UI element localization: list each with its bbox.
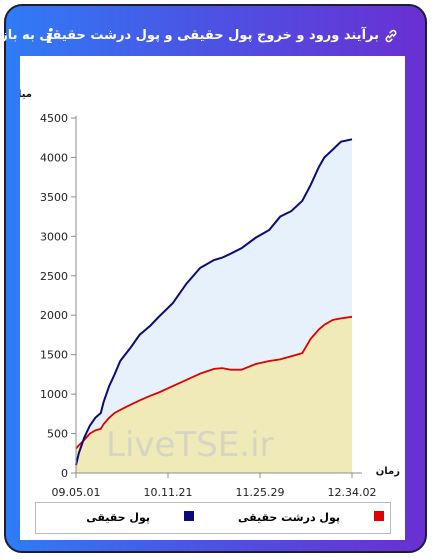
legend-swatch-real-money <box>184 511 194 521</box>
chart-title: برآیند ورود و خروج پول حقیقی و پول درشت … <box>0 28 379 43</box>
y-tick-label: 3000 <box>40 230 68 243</box>
y-tick-label: 1500 <box>40 349 68 362</box>
legend-label-big-real-money: پول درشت حقیقی <box>237 511 340 524</box>
y-tick-label: 500 <box>47 428 68 441</box>
y-tick-label: 2000 <box>40 309 68 322</box>
y-axis-label: میلیارد تومان <box>20 89 32 100</box>
watermark-text: LiveTSE.ir <box>106 425 274 465</box>
link-icon[interactable] <box>383 28 399 44</box>
x-tick-label: 11.25.29 <box>236 486 285 499</box>
series-area-big-real-money <box>76 316 352 473</box>
chart-legend: پول حقیقی پول درشت حقیقی <box>35 502 391 534</box>
series-line-real-money <box>75 138 353 466</box>
y-tick-label: 1000 <box>40 388 68 401</box>
card-header: i برآیند ورود و خروج پول حقیقی و پول درش… <box>0 6 425 66</box>
legend-swatch-big-real-money <box>374 511 384 521</box>
x-tick-label: 09.05.01 <box>52 486 101 499</box>
x-tick-label: 12.34.02 <box>328 486 377 499</box>
x-axis-label: زمان <box>376 466 400 477</box>
chart-svg: LiveTSE.ir 0 500 1000 1500 2000 2500 3000 3500 4… <box>0 89 400 499</box>
legend-item-real-money[interactable]: پول حقیقی <box>86 511 194 525</box>
y-tick-label: 0 <box>61 467 68 480</box>
y-tick-label: 4500 <box>40 112 68 125</box>
legend-label-real-money: پول حقیقی <box>86 511 150 524</box>
chart-panel: LiveTSE.ir 0 500 1000 1500 2000 2500 3000 3500 4… <box>0 56 405 540</box>
y-tick-label: 3500 <box>40 191 68 204</box>
x-tick-label: 10.11.21 <box>144 486 193 499</box>
y-tick-label: 4000 <box>40 151 68 164</box>
legend-item-big-real-money[interactable]: پول درشت حقیقی <box>237 511 384 525</box>
info-icon[interactable]: i <box>46 24 54 48</box>
y-tick-label: 2500 <box>40 270 68 283</box>
series-line-big-real-money <box>75 315 353 450</box>
